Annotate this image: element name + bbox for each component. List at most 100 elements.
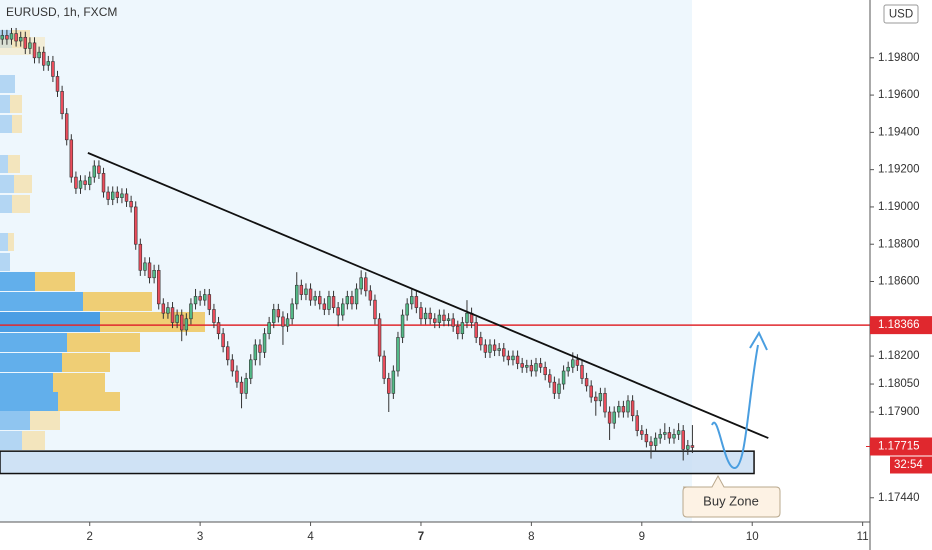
y-tick-label: 1.18600: [878, 276, 920, 288]
candle-body: [331, 296, 336, 308]
vp-bar: [8, 233, 14, 251]
candle-body: [451, 318, 455, 327]
candle-body: [428, 312, 432, 320]
candle-body: [180, 314, 184, 331]
candle-body: [327, 296, 331, 310]
candle-body: [515, 355, 520, 364]
candle-body: [626, 400, 630, 413]
candle-body: [359, 277, 363, 290]
candle-body: [686, 445, 690, 450]
candle-body: [584, 378, 589, 387]
candle-body: [184, 318, 189, 331]
candle-body: [313, 296, 317, 301]
vp-bar: [53, 373, 105, 392]
candle-body: [9, 33, 14, 40]
candle-body: [281, 316, 285, 327]
candle-body: [110, 191, 115, 200]
candle-body: [529, 365, 534, 372]
candle-body: [166, 307, 170, 314]
candle-body: [147, 262, 152, 279]
candle-body: [635, 415, 639, 431]
x-tick-label: 4: [307, 531, 314, 543]
candle-body: [133, 206, 138, 245]
candle-body: [41, 51, 46, 66]
x-tick-label: 10: [746, 531, 759, 543]
level-price-box: [870, 316, 932, 335]
candle-body: [525, 365, 529, 368]
vp-bar: [0, 353, 62, 372]
candle-body: [437, 314, 442, 323]
candle-body: [506, 355, 511, 361]
candle-body: [538, 363, 543, 368]
candle-body: [598, 393, 603, 402]
vp-bar: [0, 253, 10, 271]
vp-bar: [0, 272, 35, 291]
candle-body: [304, 288, 308, 295]
candle-body: [644, 434, 649, 443]
candle-body: [571, 359, 575, 368]
candle-body: [143, 262, 147, 271]
candle-body: [203, 294, 207, 301]
candle-body: [350, 296, 354, 305]
vp-bar: [0, 195, 12, 213]
currency-label[interactable]: USD: [889, 9, 913, 21]
candle-body: [603, 393, 607, 413]
candle-body: [341, 303, 345, 316]
candle-body: [607, 411, 612, 424]
vp-bar: [0, 292, 83, 311]
candle-body: [221, 333, 225, 348]
vp-bar: [0, 233, 8, 251]
candle-body: [115, 191, 120, 198]
candle-body: [465, 312, 469, 323]
last-price-box: [870, 437, 932, 456]
candle-body: [594, 396, 598, 402]
candle-body: [681, 430, 685, 450]
candle-body: [152, 270, 156, 279]
candle-body: [377, 318, 382, 357]
countdown-label: 32:54: [894, 459, 923, 471]
x-tick-label: 3: [197, 531, 203, 543]
candle-body: [382, 355, 386, 379]
candle-body: [138, 243, 143, 271]
candle-body: [667, 432, 672, 439]
candle-body: [534, 363, 538, 372]
candle-body: [253, 344, 258, 361]
y-tick-label: 1.19400: [878, 126, 920, 138]
vp-bar: [35, 272, 75, 291]
level-price-label: 1.18366: [878, 319, 920, 331]
candle-body: [239, 381, 244, 394]
candle-body: [589, 385, 593, 398]
candle-body: [364, 277, 368, 292]
candle-body: [106, 191, 110, 200]
candle-body: [414, 296, 419, 308]
vp-bar: [12, 195, 30, 213]
vp-bar: [0, 431, 22, 450]
candle-body: [557, 383, 561, 394]
candle-body: [14, 33, 18, 42]
vp-bar: [0, 312, 100, 332]
candle-body: [405, 303, 409, 316]
vp-bar: [67, 333, 140, 352]
candle-body: [653, 437, 658, 446]
currency-button[interactable]: [883, 4, 919, 24]
candle-body: [78, 180, 83, 189]
candle-body: [456, 325, 460, 335]
candle-body: [267, 322, 271, 335]
candle-body: [258, 344, 262, 353]
vp-bar: [0, 373, 53, 392]
candle-body: [630, 400, 635, 417]
candle-body: [690, 445, 695, 448]
candle-body: [276, 309, 281, 318]
candle-body: [410, 296, 414, 305]
candle-body: [189, 303, 193, 320]
candle-body: [120, 193, 124, 198]
candle-body: [575, 359, 580, 366]
y-tick-label: 1.18050: [878, 378, 920, 390]
candle-body: [295, 284, 299, 305]
vp-bar: [0, 333, 67, 352]
candle-body: [290, 303, 294, 320]
candle-body: [69, 139, 74, 178]
x-tick-label: 11: [857, 531, 869, 543]
chart-title: EURUSD, 1h, FXCM: [6, 5, 117, 19]
